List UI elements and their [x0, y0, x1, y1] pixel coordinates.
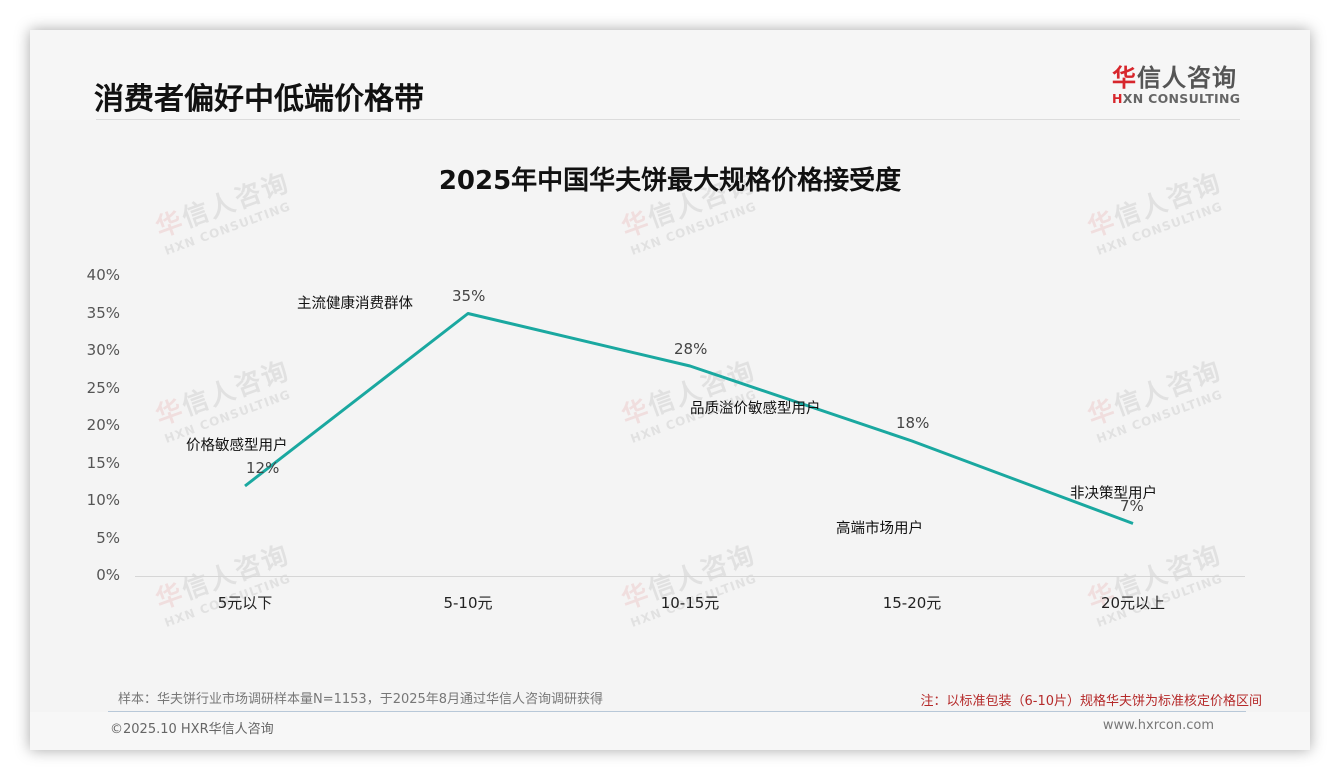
segment-annotation: 品质溢价敏感型用户: [690, 401, 821, 417]
y-tick-label: 30%: [86, 341, 120, 359]
x-tick-label: 15-20元: [882, 594, 942, 612]
segment-annotation: 价格敏感型用户: [186, 438, 288, 454]
series-line: [244, 312, 1134, 525]
logo-en-text: HXN CONSULTING: [1112, 91, 1241, 106]
data-value-label: 7%: [1120, 497, 1144, 515]
x-tick-label: 5-10元: [443, 594, 493, 612]
segment-annotation: 主流健康消费群体: [297, 296, 413, 312]
y-tick-label: 0%: [96, 566, 120, 584]
data-value-label: 28%: [674, 340, 708, 358]
y-tick-label: 35%: [86, 303, 120, 322]
x-axis-line: [135, 576, 1245, 577]
segment-annotation: 高端市场用户: [836, 521, 923, 537]
footer-band: [30, 712, 1310, 750]
header-band: [30, 30, 1310, 120]
x-tick-label: 5元以下: [217, 594, 273, 612]
definition-note: 注：以标准包装（6-10片）规格华夫饼为标准核定价格区间: [920, 694, 1262, 709]
website-link[interactable]: www.hxrcon.com: [1102, 718, 1214, 733]
slide: 消费者偏好中低端价格带 华信人咨询 HXN CONSULTING 华信人咨询 HX…: [30, 30, 1310, 750]
chart-title: 2025年中国华夫饼最大规格价格接受度: [438, 166, 902, 196]
footer-divider: [108, 711, 1246, 712]
x-tick-label: 10-15元: [660, 594, 720, 612]
y-tick-label: 10%: [86, 491, 120, 509]
segment-annotation: 非决策型用户: [1070, 486, 1157, 502]
y-tick-label: 15%: [86, 453, 120, 472]
y-tick-label: 40%: [86, 266, 120, 284]
data-value-label: 12%: [246, 459, 280, 477]
header-divider: [96, 119, 1240, 120]
data-value-label: 18%: [896, 414, 930, 432]
logo-cn-text: 华信人咨询: [1112, 64, 1237, 92]
y-tick-label: 5%: [96, 528, 120, 547]
y-tick-label: 20%: [86, 416, 120, 434]
y-tick-label: 25%: [86, 378, 120, 397]
page-title: 消费者偏好中低端价格带: [94, 82, 424, 117]
copyright: ©2025.10 HXR华信人咨询: [110, 722, 274, 737]
data-value-label: 35%: [452, 287, 486, 305]
x-tick-label: 20元以上: [1100, 594, 1166, 612]
brand-logo: 华信人咨询 HXN CONSULTING: [1112, 64, 1244, 106]
sample-note: 样本：华夫饼行业市场调研样本量N=1153，于2025年8月通过华信人咨询调研获…: [118, 692, 604, 707]
line-plot: [244, 312, 1134, 525]
